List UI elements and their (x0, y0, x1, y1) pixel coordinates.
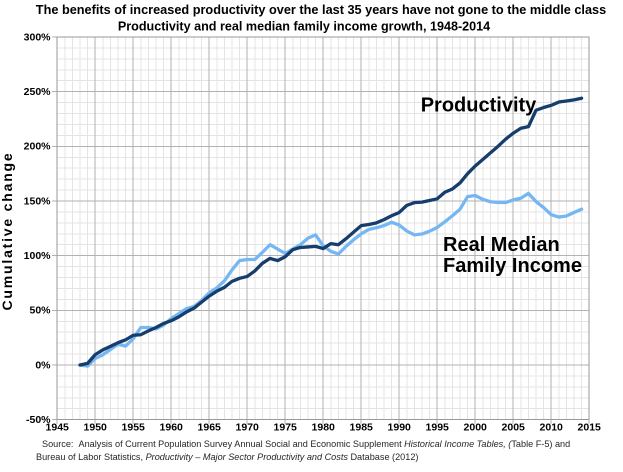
svg-text:1975: 1975 (274, 422, 298, 434)
svg-text:Productivity: Productivity (421, 95, 537, 117)
svg-text:1990: 1990 (388, 422, 412, 434)
svg-text:1980: 1980 (312, 422, 336, 434)
svg-text:1960: 1960 (160, 422, 184, 434)
svg-text:-50%: -50% (26, 414, 51, 426)
svg-text:200%: 200% (24, 141, 52, 153)
svg-text:100%: 100% (24, 250, 52, 262)
svg-text:Real Median: Real Median (443, 234, 560, 256)
svg-text:Bureau of Labor Statistics, Pr: Bureau of Labor Statistics, Productivity… (36, 452, 418, 462)
svg-text:1965: 1965 (198, 422, 222, 434)
svg-text:1985: 1985 (350, 422, 374, 434)
svg-text:2015: 2015 (578, 422, 602, 434)
svg-text:50%: 50% (29, 305, 51, 317)
svg-text:Family Income: Family Income (443, 255, 582, 277)
svg-text:2000: 2000 (464, 422, 488, 434)
svg-text:The benefits of increased prod: The benefits of increased productivity o… (36, 2, 606, 17)
svg-text:1950: 1950 (84, 422, 108, 434)
svg-text:Productivity and real median f: Productivity and real median family inco… (118, 19, 490, 33)
svg-text:250%: 250% (24, 86, 52, 98)
svg-text:Source: Analysis of Current P: Source: Analysis of Current Population S… (42, 439, 570, 449)
svg-text:1995: 1995 (426, 422, 450, 434)
svg-text:2005: 2005 (502, 422, 526, 434)
svg-text:Cumulative change: Cumulative change (0, 152, 15, 311)
svg-text:1955: 1955 (122, 422, 146, 434)
svg-text:2010: 2010 (540, 422, 564, 434)
svg-text:0%: 0% (35, 359, 51, 371)
svg-text:1970: 1970 (236, 422, 260, 434)
svg-text:300%: 300% (24, 31, 52, 43)
svg-text:150%: 150% (24, 195, 52, 207)
svg-text:1945: 1945 (46, 422, 70, 434)
